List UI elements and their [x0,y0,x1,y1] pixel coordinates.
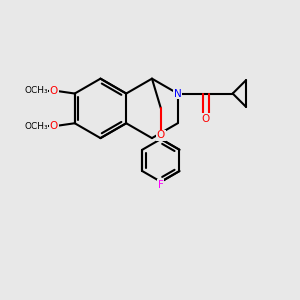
Text: OCH₃: OCH₃ [24,86,48,95]
Text: OCH₃: OCH₃ [24,122,48,131]
Text: N: N [174,88,182,98]
Text: F: F [158,180,164,190]
Text: O: O [157,130,165,140]
Text: O: O [202,114,210,124]
Text: O: O [50,85,58,96]
Text: O: O [50,121,58,131]
